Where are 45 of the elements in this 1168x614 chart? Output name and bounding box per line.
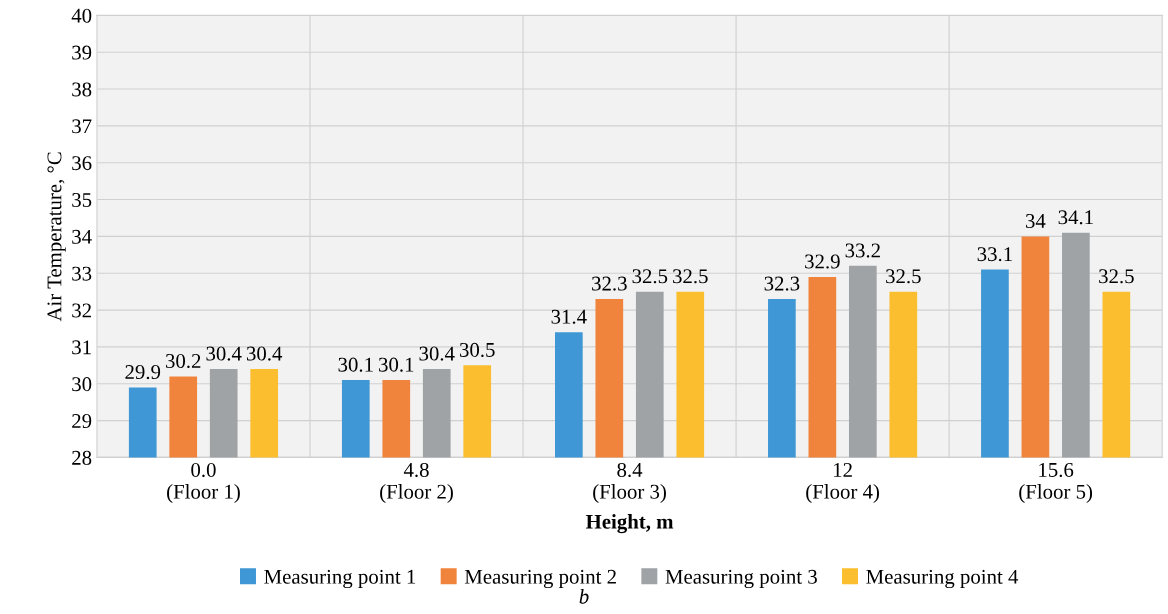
y-tick-label: 28 (72, 450, 92, 465)
data-label: 34.1 (1058, 210, 1093, 225)
x-tick-label: 4.8 (Floor 2) (380, 462, 453, 503)
data-label: 32.9 (805, 254, 840, 269)
data-label: 32.5 (886, 269, 921, 284)
x-tick-label: 15.6 (Floor 5) (1019, 462, 1093, 503)
y-tick-label: 30 (72, 377, 92, 392)
data-label: 34 (1025, 213, 1046, 228)
data-label: 33.2 (845, 243, 880, 258)
data-label: 31.4 (551, 309, 587, 324)
data-label: 30.4 (206, 346, 242, 361)
y-tick-label: 29 (72, 414, 92, 429)
data-label: 32.5 (1099, 269, 1134, 284)
y-tick-label: 36 (72, 156, 92, 171)
y-tick-label: 34 (72, 229, 92, 244)
y-tick-label: 38 (72, 82, 92, 97)
y-tick-label: 35 (72, 192, 92, 207)
x-axis-title: Height, m (585, 514, 674, 534)
data-label: 30.4 (419, 346, 455, 361)
text: b (579, 588, 589, 604)
data-label: 30.1 (338, 357, 373, 372)
legend-label: Measuring point 3 (665, 569, 817, 589)
x-tick-label: 0.0 (Floor 1) (167, 462, 240, 503)
x-tick-label: 8.4 (Floor 3) (593, 462, 666, 503)
data-label: 32.5 (632, 269, 668, 284)
data-label: 32.3 (764, 276, 800, 291)
data-label: 33.1 (977, 247, 1012, 262)
y-tick-label: 40 (71, 8, 92, 23)
data-label: 32.5 (673, 269, 708, 284)
data-label: 30.1 (379, 357, 414, 372)
y-tick-label: 31 (72, 340, 91, 355)
y-tick-label: 39 (72, 45, 92, 60)
data-label: 30.5 (459, 342, 495, 358)
y-tick-label: 37 (72, 119, 92, 134)
data-label: 30.4 (246, 346, 283, 361)
legend-label: Measuring point 1 (264, 569, 416, 589)
data-label: 29.9 (125, 365, 161, 380)
y-axis-title: Air Temperature, °C (47, 152, 66, 322)
x-tick-label: 12 (Floor 4) (806, 462, 879, 503)
data-label: 32.3 (592, 276, 627, 291)
legend-label: Measuring point 2 (464, 569, 616, 589)
y-tick-label: 33 (72, 266, 92, 281)
legend-label: Measuring point 4 (866, 569, 1019, 589)
y-tick-label: 32 (72, 303, 91, 318)
data-label: 30.2 (165, 353, 201, 369)
